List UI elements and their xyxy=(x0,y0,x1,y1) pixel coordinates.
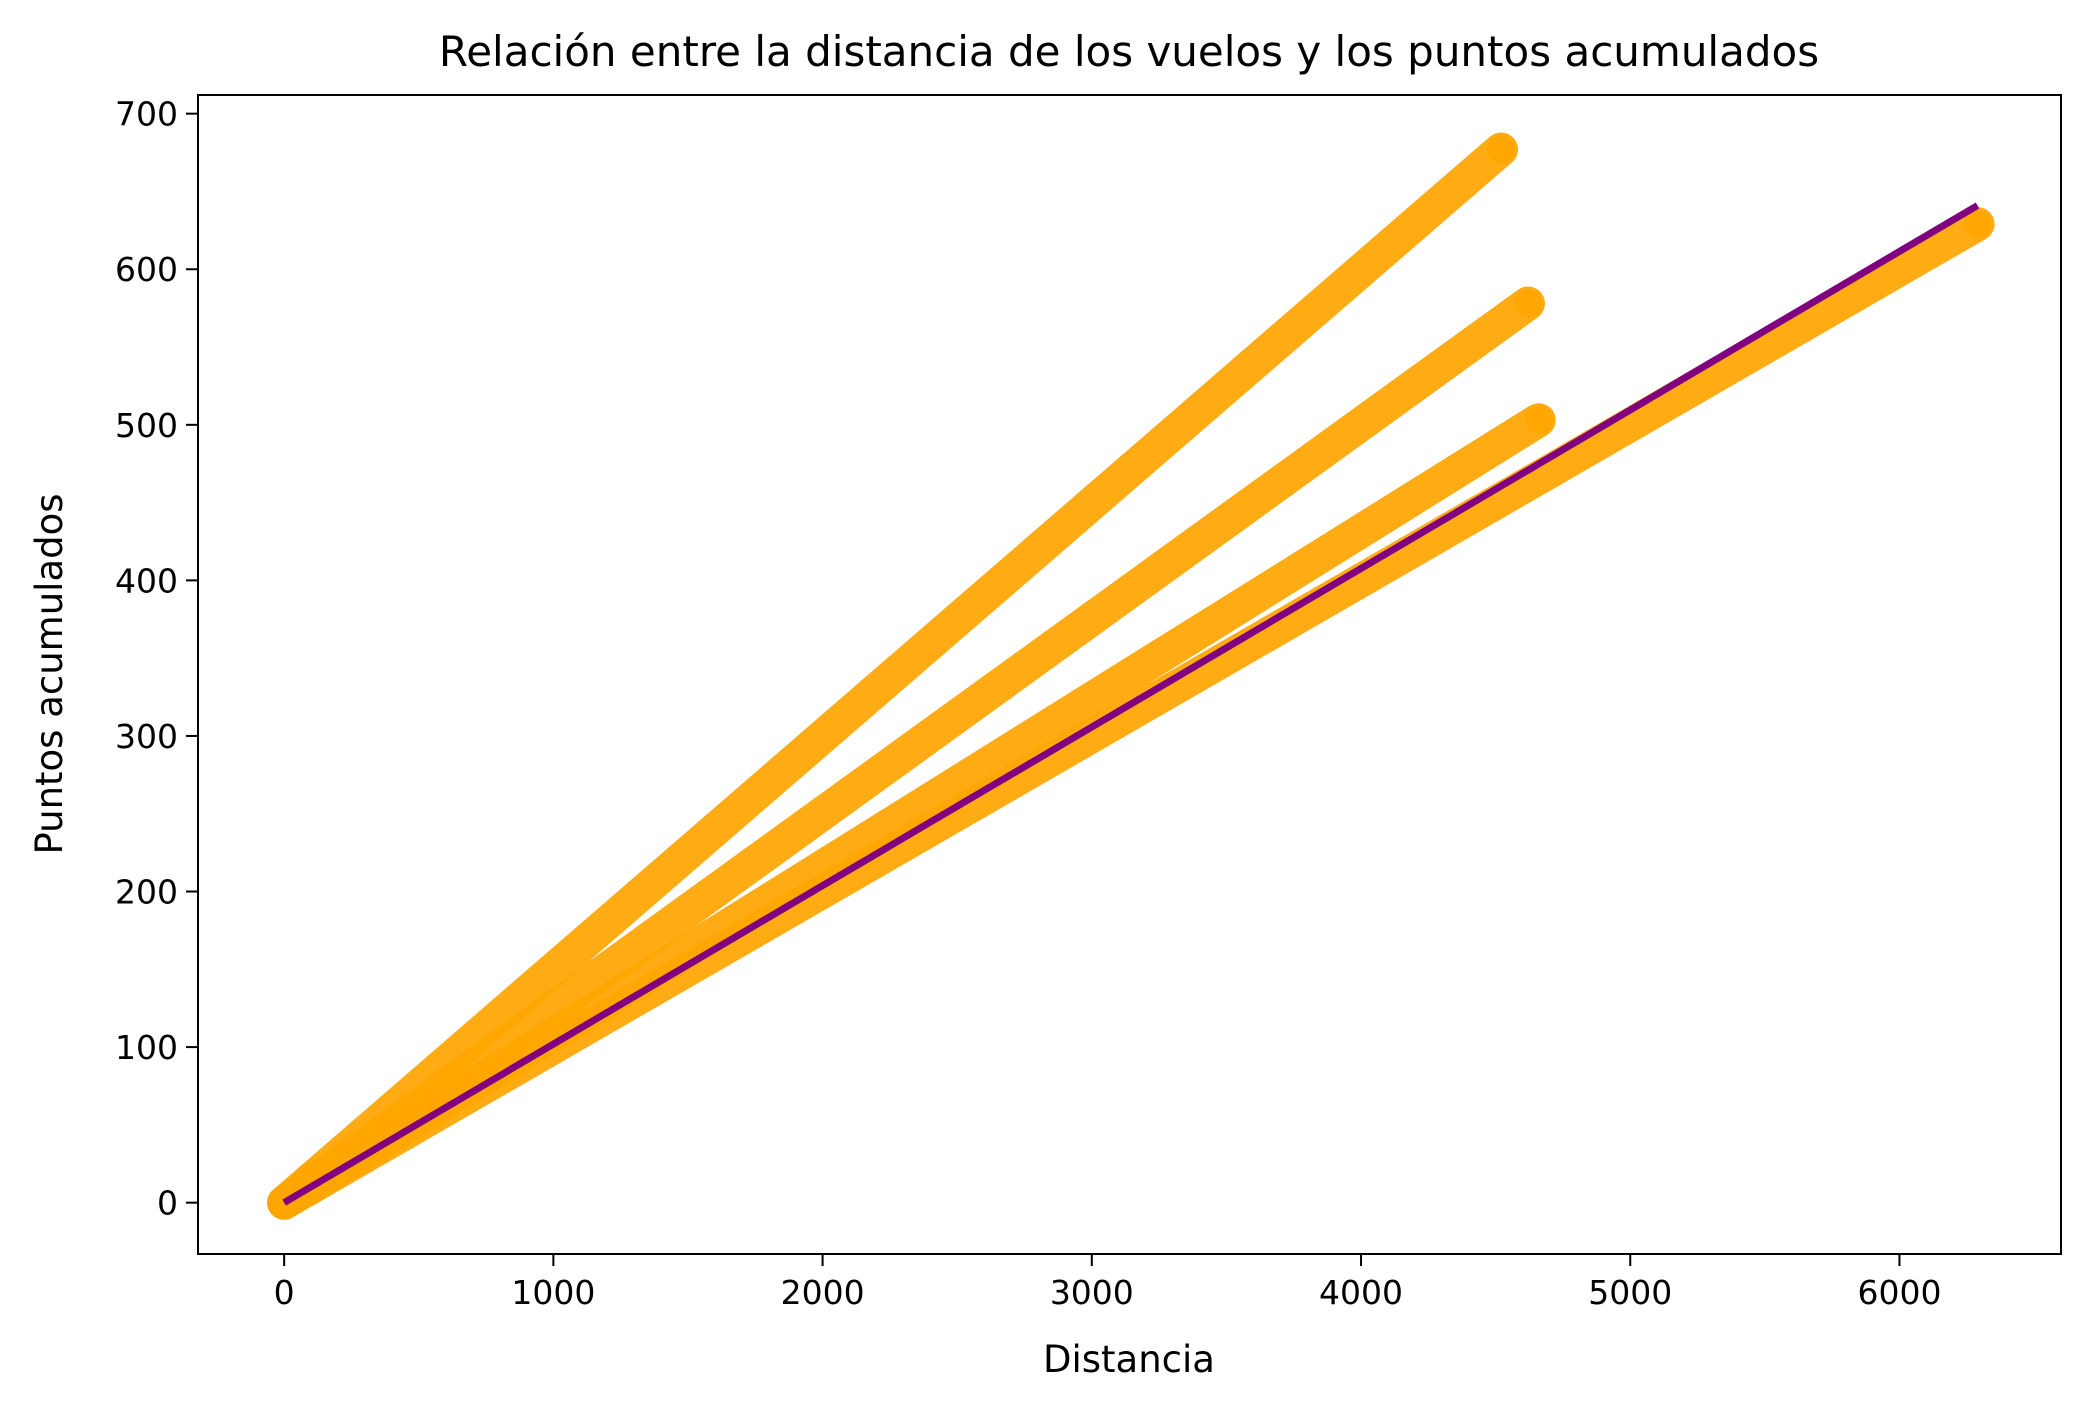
x-tick-label: 3000 xyxy=(1050,1273,1134,1312)
plot-area xyxy=(197,94,2062,1255)
trend-line xyxy=(282,202,1980,1206)
x-tick-label: 2000 xyxy=(781,1273,865,1312)
x-tick-label: 5000 xyxy=(1588,1273,1672,1312)
x-tick-label: 6000 xyxy=(1857,1273,1941,1312)
series-1-band xyxy=(294,132,1519,1197)
x-tick-label: 1000 xyxy=(511,1273,595,1312)
y-tick-label: 300 xyxy=(115,717,178,756)
y-tick-label: 500 xyxy=(115,406,178,445)
data-marks xyxy=(267,132,1995,1220)
y-tick-label: 0 xyxy=(157,1184,178,1223)
y-tick-label: 200 xyxy=(115,873,178,912)
x-axis-label: Distancia xyxy=(1043,1338,1215,1381)
chart-title: Relación entre la distancia de los vuelo… xyxy=(439,27,1819,76)
y-tick-label: 400 xyxy=(115,561,178,600)
y-tick-label: 700 xyxy=(115,95,178,134)
x-tick-label: 4000 xyxy=(1319,1273,1403,1312)
y-axis-label: Puntos acumulados xyxy=(28,493,71,854)
data-point xyxy=(1487,135,1516,164)
data-point xyxy=(1524,406,1553,435)
x-axis: 0 1000 2000 3000 4000 5000 6000 xyxy=(274,1254,1941,1312)
y-axis: 0 100 200 300 400 500 600 700 xyxy=(115,95,198,1223)
y-tick-label: 600 xyxy=(115,250,178,289)
data-point xyxy=(1963,210,1992,239)
x-tick-label: 0 xyxy=(274,1273,295,1312)
y-tick-label: 100 xyxy=(115,1028,178,1067)
series-2-band xyxy=(294,286,1545,1201)
data-point xyxy=(1513,289,1542,318)
axes-spines xyxy=(197,94,2062,1255)
